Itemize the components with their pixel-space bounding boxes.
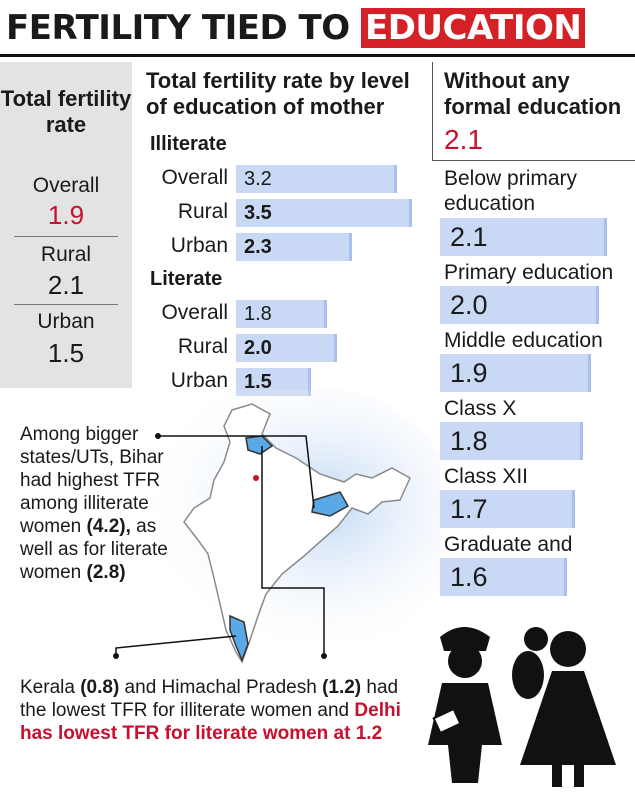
right-category-label: Class X [444,397,517,420]
right-bar-value: 2.0 [450,290,488,320]
right-category-label: Class XII [444,465,529,488]
group-label-literate: Literate [150,268,223,290]
bihar-shape [311,491,350,517]
right-bar-value: 1.8 [450,426,488,456]
right-head-value: 2.1 [444,124,483,155]
right-bar [440,422,583,460]
right-category-label: Middle education [444,329,603,352]
bar-label-literate-rural: Rural [177,335,228,358]
bar-value-label: 1.5 [244,371,272,393]
bar-value-label: 2.3 [244,236,272,258]
bar-value-label: 1.8 [244,303,272,325]
bar-label-literate-urban: Urban [170,369,228,392]
nurse-and-mother-illustration [428,627,616,787]
total-urban-value: 1.5 [47,338,85,368]
right-bar-value: 1.9 [450,358,488,388]
total-urban-label: Urban [37,310,95,333]
right-bar-value: 1.7 [450,494,488,524]
map-area [0,380,460,690]
bar-label-literate-overall: Overall [161,301,228,324]
note-lowest: Kerala (0.8) and Himachal Pradesh (1.2) … [20,677,401,744]
mid-chart-title: Total fertility rate by level of educati… [146,68,410,119]
right-bar-value: 2.1 [450,222,488,252]
bar-illiterate-overall [236,165,397,193]
bar-label-illiterate-overall: Overall [161,166,228,189]
bar-illiterate-rural [236,199,412,227]
bar-value-label: 2.0 [244,337,272,359]
mother-child-icon [512,627,616,787]
right-bar [440,558,567,596]
right-category-label: Below primary education [444,167,578,215]
nurse-icon [428,627,502,783]
divider [14,236,118,237]
bar-label-illiterate-urban: Urban [170,234,228,257]
delhi-marker [253,475,259,481]
bar-literate-overall [236,300,327,328]
total-overall-value: 1.9 [47,200,85,230]
bar-illiterate-urban [236,233,352,261]
group-label-illiterate: Illiterate [150,133,227,155]
total-rural-label: Rural [40,243,92,266]
total-tfr-panel: Total fertility rate Overall 1.9 Rural 2… [0,62,132,388]
leader-line [261,446,325,656]
total-overall-label: Overall [32,174,100,197]
total-tfr-heading: Total fertility rate [0,86,132,137]
bar-value-label: 3.2 [244,168,272,190]
right-bar [440,286,599,324]
note-bihar: Among bigger states/UTs, Bihar had highe… [20,424,168,583]
vertical-divider [432,62,433,160]
kerala-shape [229,614,249,663]
divider [14,304,118,305]
bar-value-label: 3.5 [244,202,272,224]
bar-literate-rural [236,334,337,362]
title-part2: EDUCATION [360,8,586,48]
title-rule [0,54,635,57]
right-head-label: Without any formal education [444,68,622,119]
right-bar [440,354,591,392]
total-rural-value: 2.1 [47,270,85,300]
divider [432,160,635,161]
right-bar [440,218,607,256]
right-bar [440,490,575,528]
title-part1: FERTILITY TIED TO [6,8,361,48]
right-category-label: Primary education [444,261,614,284]
right-bar-value: 1.6 [450,562,488,592]
leader-line [158,435,315,509]
india-map-icon [113,380,460,664]
bar-label-illiterate-rural: Rural [177,200,228,223]
page-title: FERTILITY TIED TO EDUCATION [6,4,629,52]
